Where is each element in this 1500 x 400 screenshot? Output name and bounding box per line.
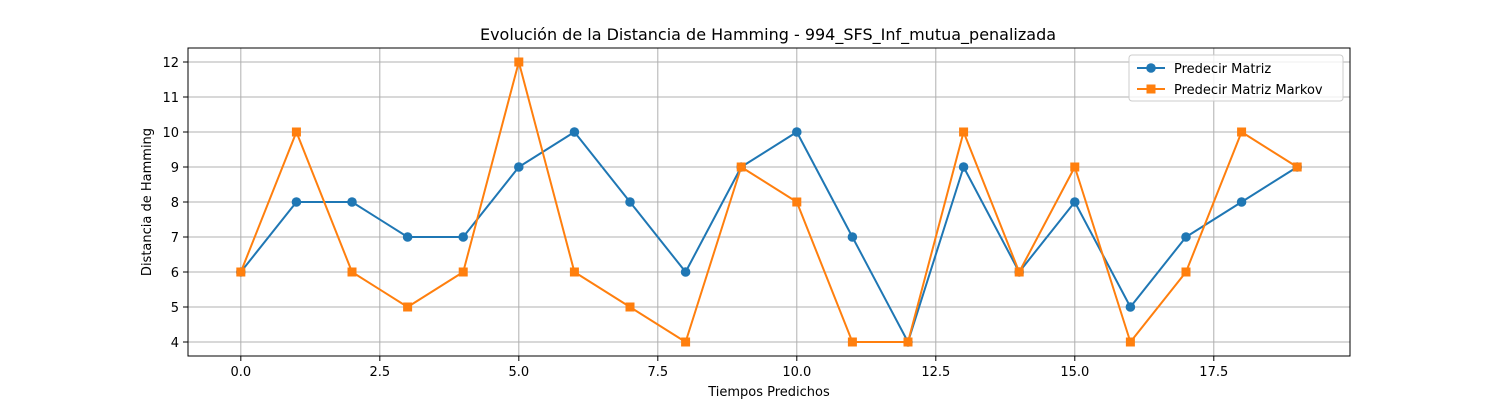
data-point: [402, 232, 413, 242]
y-tick-label: 7: [171, 231, 179, 246]
data-point: [569, 127, 580, 137]
y-tick-label: 8: [171, 196, 179, 211]
legend-label: Predecir Matriz: [1174, 62, 1271, 77]
y-tick-label: 6: [171, 266, 179, 281]
legend-item: Predecir Matriz Markov: [1137, 83, 1323, 98]
y-tick-label: 10: [162, 126, 179, 141]
x-tick-label: 2.5: [369, 365, 390, 380]
legend-item: Predecir Matriz: [1137, 62, 1271, 77]
series-layer: [236, 57, 1302, 347]
data-point: [680, 267, 691, 277]
legend-marker: [1146, 84, 1156, 94]
series-line: [239, 61, 1298, 343]
data-point: [1292, 162, 1302, 172]
data-point: [1236, 197, 1247, 207]
data-point: [569, 267, 579, 277]
data-point: [514, 162, 524, 172]
data-point: [291, 197, 302, 207]
x-tick-label: 17.5: [1199, 365, 1228, 380]
data-point: [681, 337, 691, 347]
y-tick-label: 11: [162, 91, 179, 106]
data-point: [792, 197, 802, 207]
data-point: [958, 162, 969, 172]
data-point: [959, 127, 969, 137]
legend: Predecir Matriz Predecir Matriz Markov: [1128, 54, 1344, 102]
y-axis-ticks: 4 5 6 7 8 9 10 11 12: [162, 56, 188, 351]
data-point: [625, 302, 635, 312]
data-point: [403, 302, 413, 312]
series-1: [236, 127, 1302, 347]
data-point: [1070, 162, 1080, 172]
x-tick-label: 5.0: [508, 365, 529, 380]
x-axis-title: Tiempos Predichos: [707, 385, 830, 400]
legend-box: [1128, 54, 1344, 102]
data-point: [291, 127, 301, 137]
legend-marker: [1146, 63, 1156, 73]
data-point: [514, 57, 524, 67]
data-point: [347, 197, 357, 207]
y-axis-title: Distancia de Hamming: [140, 128, 155, 276]
x-axis-ticks: 0.0 2.5 5.0 7.5 10.0 12.5 15.0 17.5: [230, 356, 1228, 380]
data-point: [847, 232, 858, 242]
data-point: [1069, 197, 1080, 207]
y-tick-label: 5: [171, 301, 179, 316]
y-tick-label: 9: [171, 161, 179, 176]
data-point: [1125, 302, 1136, 312]
y-tick-label: 12: [162, 56, 179, 71]
chart-title: Evolución de la Distancia de Hamming - 9…: [480, 25, 1056, 45]
data-point: [458, 232, 469, 242]
data-point: [736, 162, 746, 172]
data-point: [1237, 127, 1247, 137]
series-2: [236, 57, 1302, 347]
data-point: [903, 337, 913, 347]
data-point: [625, 197, 635, 207]
data-point: [458, 267, 468, 277]
data-point: [847, 337, 857, 347]
data-point: [1014, 267, 1024, 277]
x-tick-label: 15.0: [1060, 365, 1089, 380]
legend-label: Predecir Matriz Markov: [1174, 83, 1323, 98]
x-tick-label: 12.5: [921, 365, 950, 380]
y-tick-label: 4: [171, 336, 179, 351]
data-point: [236, 267, 246, 277]
data-point: [791, 127, 802, 137]
data-point: [1125, 337, 1135, 347]
data-point: [347, 267, 357, 277]
series-line: [240, 131, 1298, 343]
x-tick-label: 0.0: [230, 365, 251, 380]
x-tick-label: 10.0: [782, 365, 811, 380]
data-point: [1181, 232, 1191, 242]
data-point: [1181, 267, 1191, 277]
x-tick-label: 7.5: [647, 365, 668, 380]
grid-lines: [188, 48, 1350, 356]
